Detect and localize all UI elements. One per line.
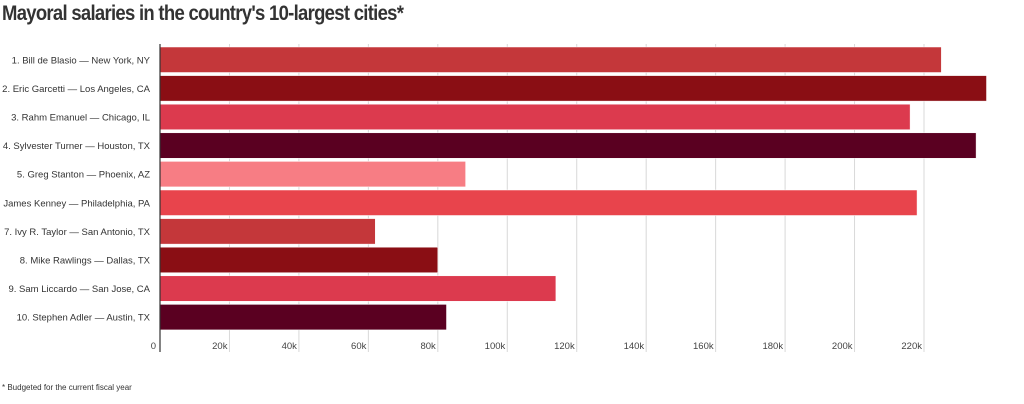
category-label: 1. Bill de Blasio — New York, NY — [12, 55, 151, 66]
category-label: 10. Stephen Adler — Austin, TX — [17, 313, 151, 324]
category-label: 3. Rahm Emanuel — Chicago, IL — [11, 112, 150, 123]
x-tick-label: 100k — [485, 341, 506, 352]
category-label: 8. Mike Rawlings — Dallas, TX — [20, 255, 151, 266]
bar — [159, 275, 557, 302]
footnote: * Budgeted for the current fiscal year — [2, 383, 132, 392]
chart-title: Mayoral salaries in the country's 10-lar… — [2, 2, 404, 25]
bar — [159, 218, 376, 245]
x-tick-label: 180k — [762, 341, 783, 352]
category-label: 5. Greg Stanton — Phoenix, AZ — [17, 170, 150, 181]
x-tick-label: 80k — [420, 341, 436, 352]
category-label: 7. Ivy R. Taylor — San Antonio, TX — [4, 227, 151, 238]
x-tick-label: 220k — [901, 341, 922, 352]
x-tick-label: 160k — [693, 341, 714, 352]
x-tick-label: 0 — [151, 341, 156, 352]
bar — [159, 304, 447, 331]
category-label: 9. Sam Liccardo — San Jose, CA — [8, 284, 150, 295]
x-tick-label: 60k — [351, 341, 367, 352]
x-tick-label: 20k — [212, 341, 228, 352]
x-tick-label: 200k — [832, 341, 853, 352]
category-label: 4. Sylvester Turner — Houston, TX — [3, 141, 151, 152]
category-label: 2. Eric Garcetti — Los Angeles, CA — [2, 84, 151, 95]
bar — [159, 75, 987, 102]
bar — [159, 161, 466, 188]
bar — [159, 132, 977, 159]
category-label: 6. James Kenney — Philadelphia, PA — [0, 198, 151, 209]
bar — [159, 246, 439, 273]
bar — [159, 189, 918, 216]
x-tick-label: 40k — [282, 341, 298, 352]
x-tick-label: 140k — [624, 341, 645, 352]
x-tick-label: 120k — [554, 341, 575, 352]
bar — [159, 46, 942, 73]
bar — [159, 103, 911, 130]
